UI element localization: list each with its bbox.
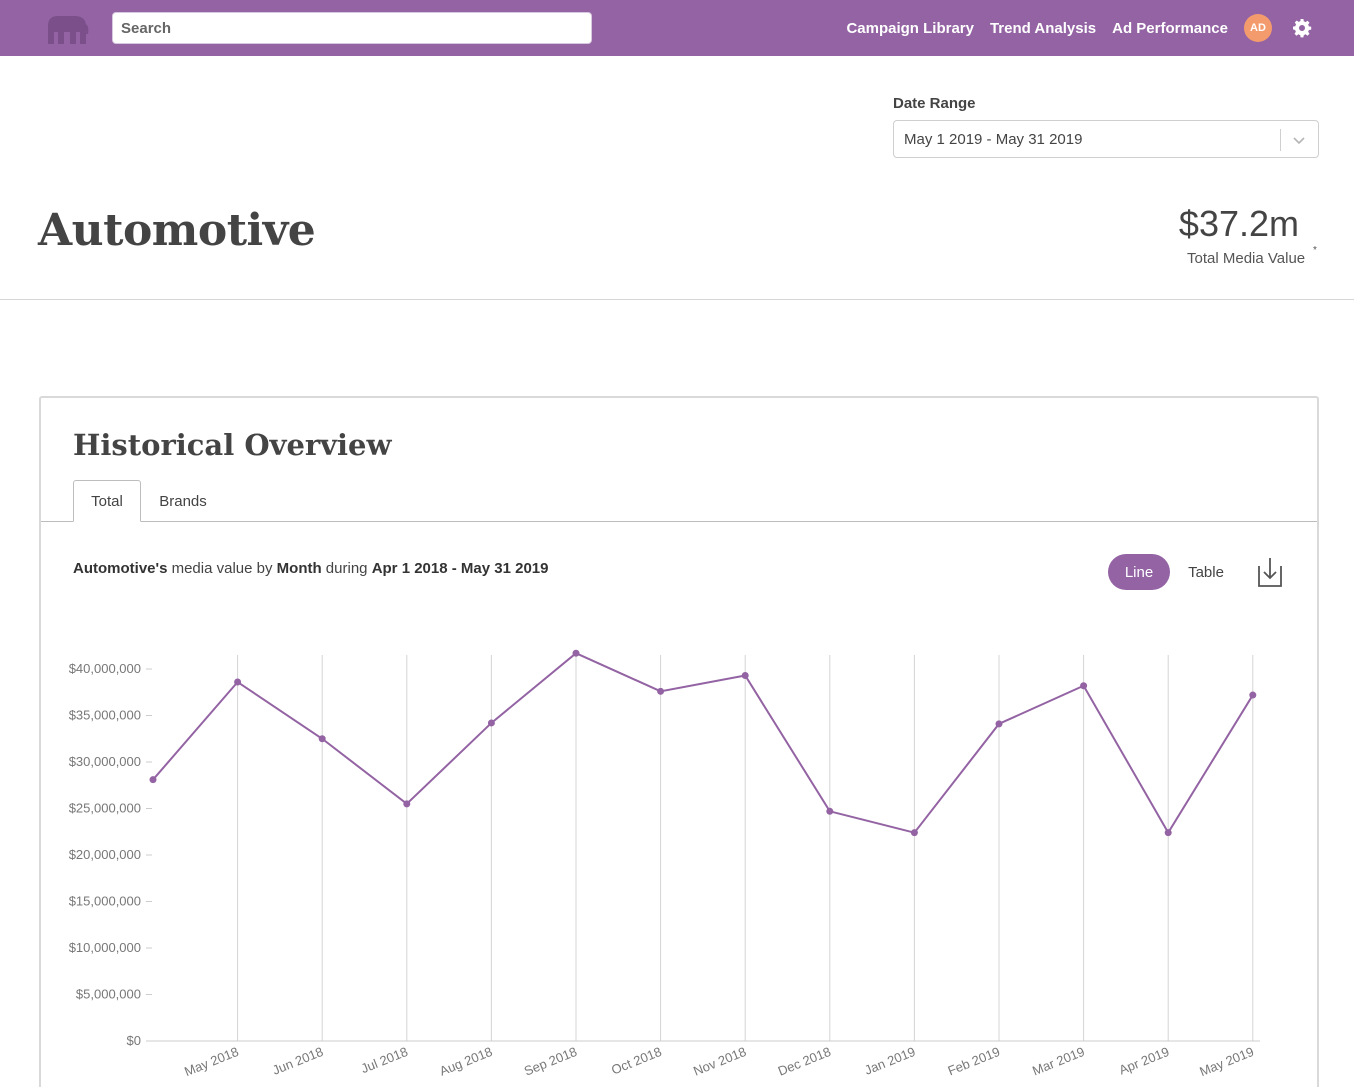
download-icon[interactable] <box>1255 556 1285 588</box>
subtitle-granularity: Month <box>276 560 322 577</box>
x-tick-label: May 2019 <box>1197 1044 1256 1079</box>
y-tick-label: $10,000,000 <box>69 940 141 955</box>
x-tick-label: May 2018 <box>182 1044 241 1079</box>
date-range-label: Date Range <box>893 95 976 112</box>
subtitle-text-2: during <box>321 560 372 577</box>
nav-links: Campaign Library Trend Analysis Ad Perfo… <box>830 0 1354 56</box>
x-tick-label: Oct 2018 <box>609 1044 664 1078</box>
data-point <box>1249 691 1257 699</box>
chart-subtitle: Automotive's media value by Month during… <box>73 560 548 577</box>
data-point <box>826 807 834 815</box>
y-tick-label: $0 <box>127 1033 141 1048</box>
chevron-down-icon[interactable] <box>1292 133 1306 147</box>
historical-overview-card: Historical Overview Total Brands Automot… <box>39 396 1319 1087</box>
x-tick-label: Nov 2018 <box>691 1044 748 1079</box>
table-view-button[interactable]: Table <box>1188 563 1224 581</box>
y-tick-label: $30,000,000 <box>69 754 141 769</box>
y-tick-label: $5,000,000 <box>76 987 141 1002</box>
x-tick-label: Feb 2019 <box>946 1044 1003 1078</box>
x-tick-label: Jul 2018 <box>359 1044 410 1076</box>
avatar[interactable]: AD <box>1244 14 1272 42</box>
data-point <box>657 687 665 695</box>
gear-icon[interactable] <box>1292 18 1312 38</box>
select-separator <box>1280 129 1281 151</box>
data-point <box>149 776 157 784</box>
data-point <box>403 800 411 808</box>
tab-total[interactable]: Total <box>73 480 141 522</box>
x-tick-label: Mar 2019 <box>1030 1044 1087 1078</box>
data-point <box>487 719 495 727</box>
y-tick-label: $15,000,000 <box>69 894 141 909</box>
subtitle-entity: Automotive's <box>73 560 168 577</box>
footnote-asterisk: * <box>1313 245 1317 256</box>
y-tick-label: $25,000,000 <box>69 801 141 816</box>
data-point <box>741 672 749 680</box>
y-tick-label: $35,000,000 <box>69 708 141 723</box>
line-view-button[interactable]: Line <box>1108 554 1170 590</box>
total-media-value: $37.2m <box>1178 203 1299 244</box>
data-point <box>910 829 918 837</box>
date-range-value: May 1 2019 - May 31 2019 <box>904 131 1083 148</box>
date-range-select[interactable]: May 1 2019 - May 31 2019 <box>893 120 1319 158</box>
y-tick-label: $40,000,000 <box>69 661 141 676</box>
data-point <box>572 649 580 657</box>
top-nav-bar: Campaign Library Trend Analysis Ad Perfo… <box>0 0 1354 56</box>
x-tick-label: Aug 2018 <box>437 1044 494 1079</box>
data-point <box>1080 682 1088 690</box>
y-tick-label: $20,000,000 <box>69 847 141 862</box>
x-tick-label: Sep 2018 <box>522 1044 579 1079</box>
data-point <box>234 678 242 686</box>
subtitle-range: Apr 1 2018 - May 31 2019 <box>371 560 549 577</box>
x-tick-label: Jan 2019 <box>862 1044 917 1078</box>
x-tick-label: Dec 2018 <box>776 1044 833 1079</box>
elephant-icon[interactable] <box>44 12 90 44</box>
header-divider <box>0 299 1354 300</box>
x-tick-label: Jun 2018 <box>270 1044 325 1078</box>
total-media-value-label: Total Media Value <box>1187 250 1306 267</box>
tab-brands[interactable]: Brands <box>159 492 207 510</box>
data-point <box>995 720 1003 728</box>
series-line <box>152 652 1254 835</box>
x-tick-label: Apr 2019 <box>1117 1044 1172 1078</box>
nav-campaign-library[interactable]: Campaign Library <box>846 19 974 37</box>
nav-ad-performance[interactable]: Ad Performance <box>1112 19 1228 37</box>
page-title: Automotive <box>38 205 316 256</box>
subtitle-text-1: media value by <box>167 560 277 577</box>
search-input[interactable] <box>112 12 592 44</box>
tabs-underline <box>41 521 1317 522</box>
nav-trend-analysis[interactable]: Trend Analysis <box>989 19 1097 37</box>
card-title: Historical Overview <box>73 428 392 462</box>
data-point <box>1164 829 1172 837</box>
data-point <box>318 735 326 743</box>
